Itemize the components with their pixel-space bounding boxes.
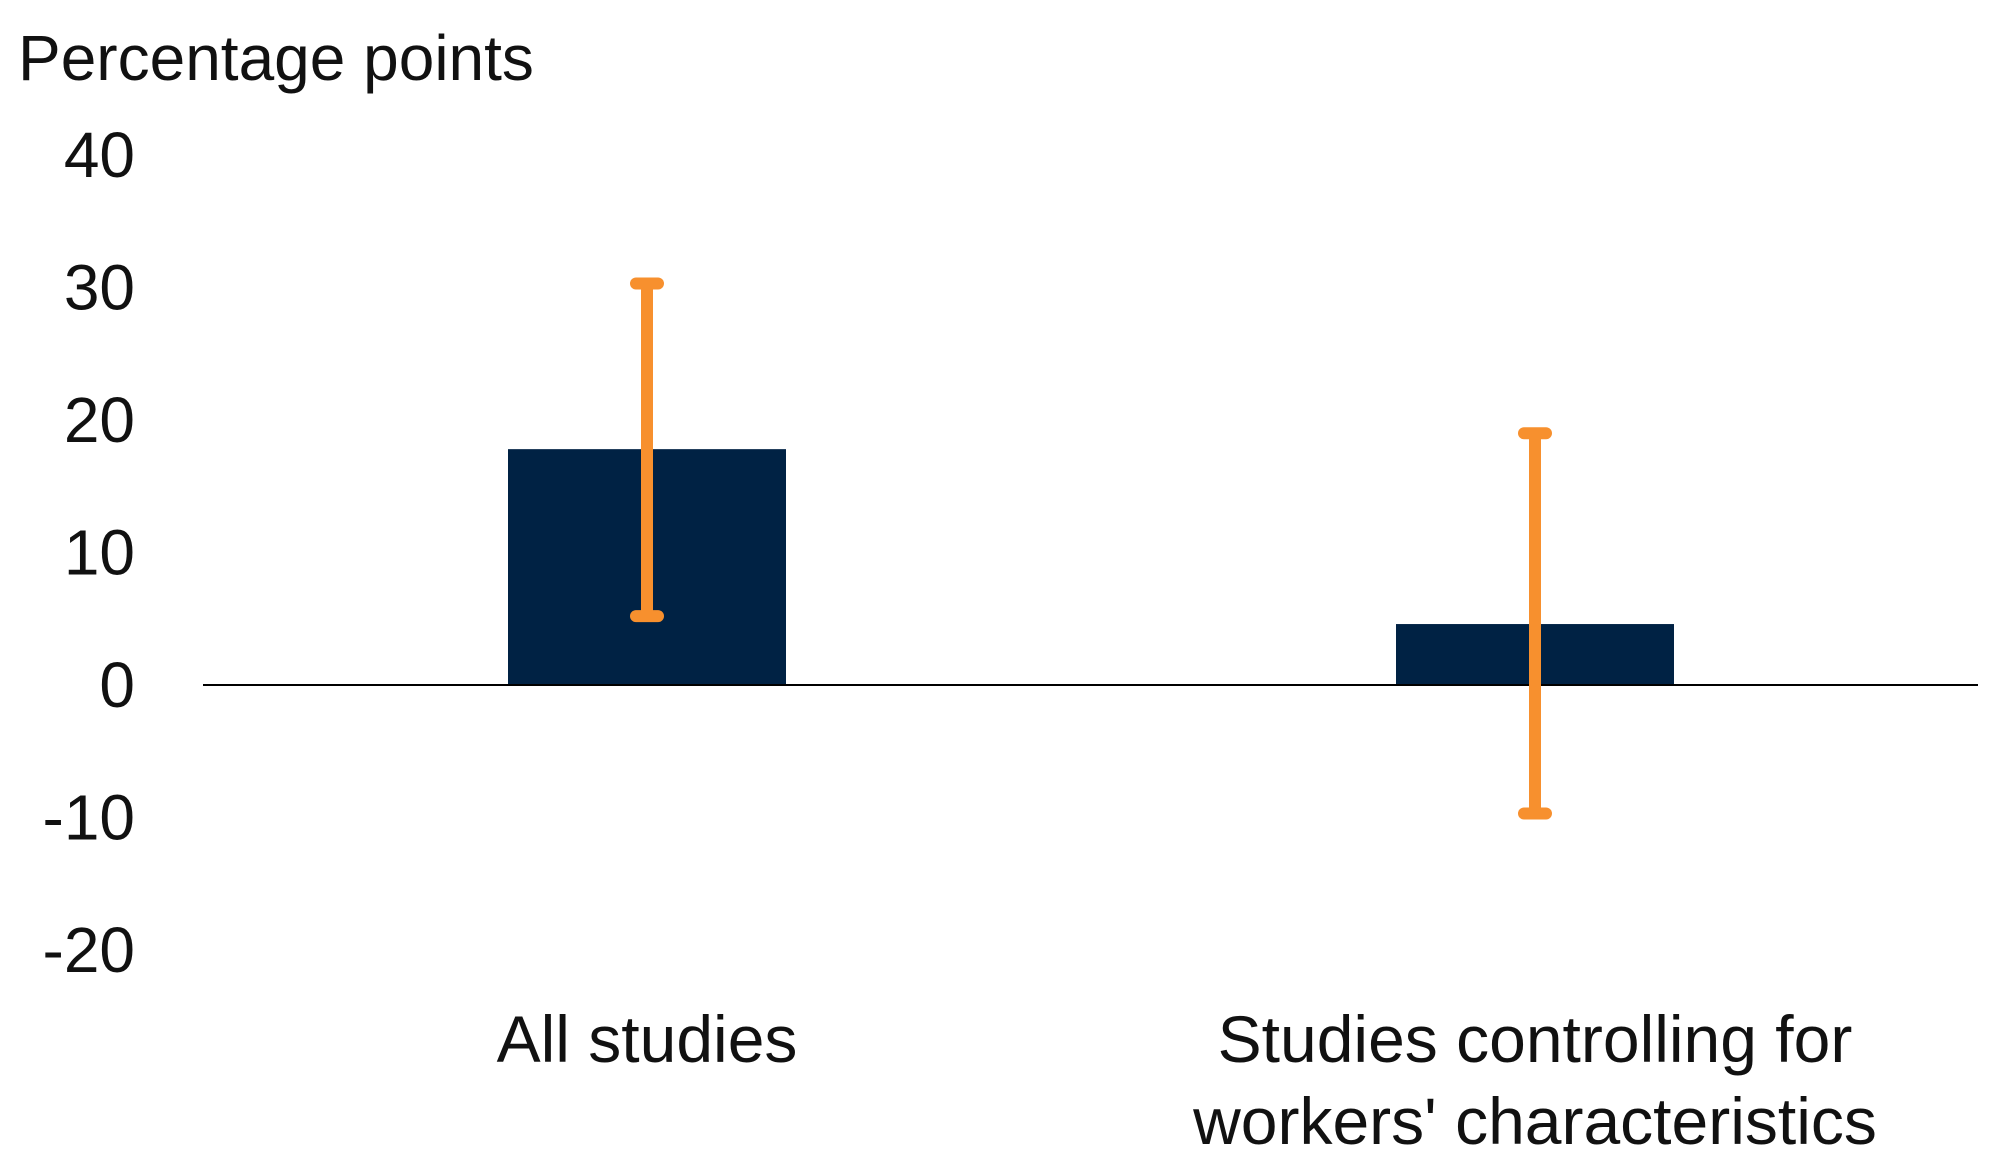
error-bars bbox=[630, 277, 1552, 820]
category-label: All studies bbox=[497, 1002, 798, 1076]
category-labels: All studies Studies controlling for worker… bbox=[497, 1002, 1877, 1158]
bars bbox=[508, 449, 1674, 685]
y-tick-label: -20 bbox=[43, 914, 136, 986]
category-label: Studies controlling for bbox=[1218, 1002, 1853, 1076]
y-axis-ticks: 40 30 20 10 0 -10 -20 bbox=[43, 119, 136, 986]
y-tick-label: -10 bbox=[43, 782, 136, 854]
y-tick-label: 20 bbox=[64, 384, 135, 456]
y-tick-label: 0 bbox=[99, 649, 135, 721]
y-tick-label: 10 bbox=[64, 517, 135, 589]
y-axis-unit-label: Percentage points bbox=[18, 22, 534, 94]
y-tick-label: 40 bbox=[64, 119, 135, 191]
category-label: workers' characteristics bbox=[1192, 1084, 1877, 1158]
y-tick-label: 30 bbox=[64, 252, 135, 324]
